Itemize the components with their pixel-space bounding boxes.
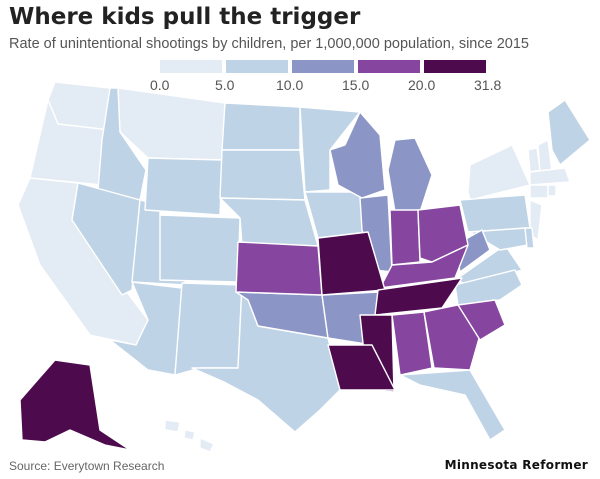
state-nm — [174, 282, 243, 376]
state-wy — [144, 157, 223, 216]
state-al — [391, 311, 433, 376]
state-tn — [374, 277, 463, 316]
state-in — [389, 209, 421, 266]
state-nd — [221, 102, 301, 151]
state-wi — [329, 111, 386, 199]
color-legend: 0.0 5.0 10.0 15.0 20.0 31.8 — [150, 60, 501, 100]
state-mi — [387, 137, 433, 213]
publisher-logo: Minnesota Reformer — [444, 458, 588, 472]
state-co — [159, 214, 241, 283]
legend-swatch-2 — [226, 60, 288, 73]
chart-subtitle: Rate of unintentional shootings by child… — [9, 36, 529, 52]
state-ri — [547, 184, 557, 197]
state-id — [97, 87, 147, 201]
legend-tick-label: 0.0 — [150, 77, 170, 93]
legend-swatch-5 — [424, 60, 486, 73]
chart-title: Where kids pull the trigger — [9, 4, 361, 30]
legend-tick-label: 15.0 — [342, 77, 370, 93]
state-sc — [457, 299, 506, 341]
state-ga — [423, 304, 481, 371]
legend-swatch-3 — [292, 60, 354, 73]
state-ak — [19, 359, 131, 451]
state-ct — [529, 184, 549, 199]
legend-swatch-1 — [160, 60, 222, 73]
source-note: Source: Everytown Research — [9, 459, 165, 473]
state-nc — [454, 269, 523, 306]
legend-tick-label: 31.8 — [474, 77, 502, 93]
legend-swatch-4 — [358, 60, 420, 73]
state-ma — [529, 167, 571, 186]
state-de — [524, 227, 535, 249]
legend-tick-label: 5.0 — [215, 77, 235, 93]
state-ny — [467, 144, 531, 201]
state-fl — [399, 369, 506, 441]
state-il — [359, 194, 393, 273]
state-la — [327, 344, 396, 391]
state-hi — [164, 419, 215, 453]
state-nv — [71, 182, 141, 296]
state-ks — [235, 241, 323, 296]
legend-tick-label: 10.0 — [276, 77, 304, 93]
state-me — [547, 99, 591, 166]
state-nh — [537, 139, 553, 173]
legend-tick-label: 20.0 — [408, 77, 436, 93]
state-pa — [459, 194, 531, 233]
state-sd — [219, 149, 306, 201]
